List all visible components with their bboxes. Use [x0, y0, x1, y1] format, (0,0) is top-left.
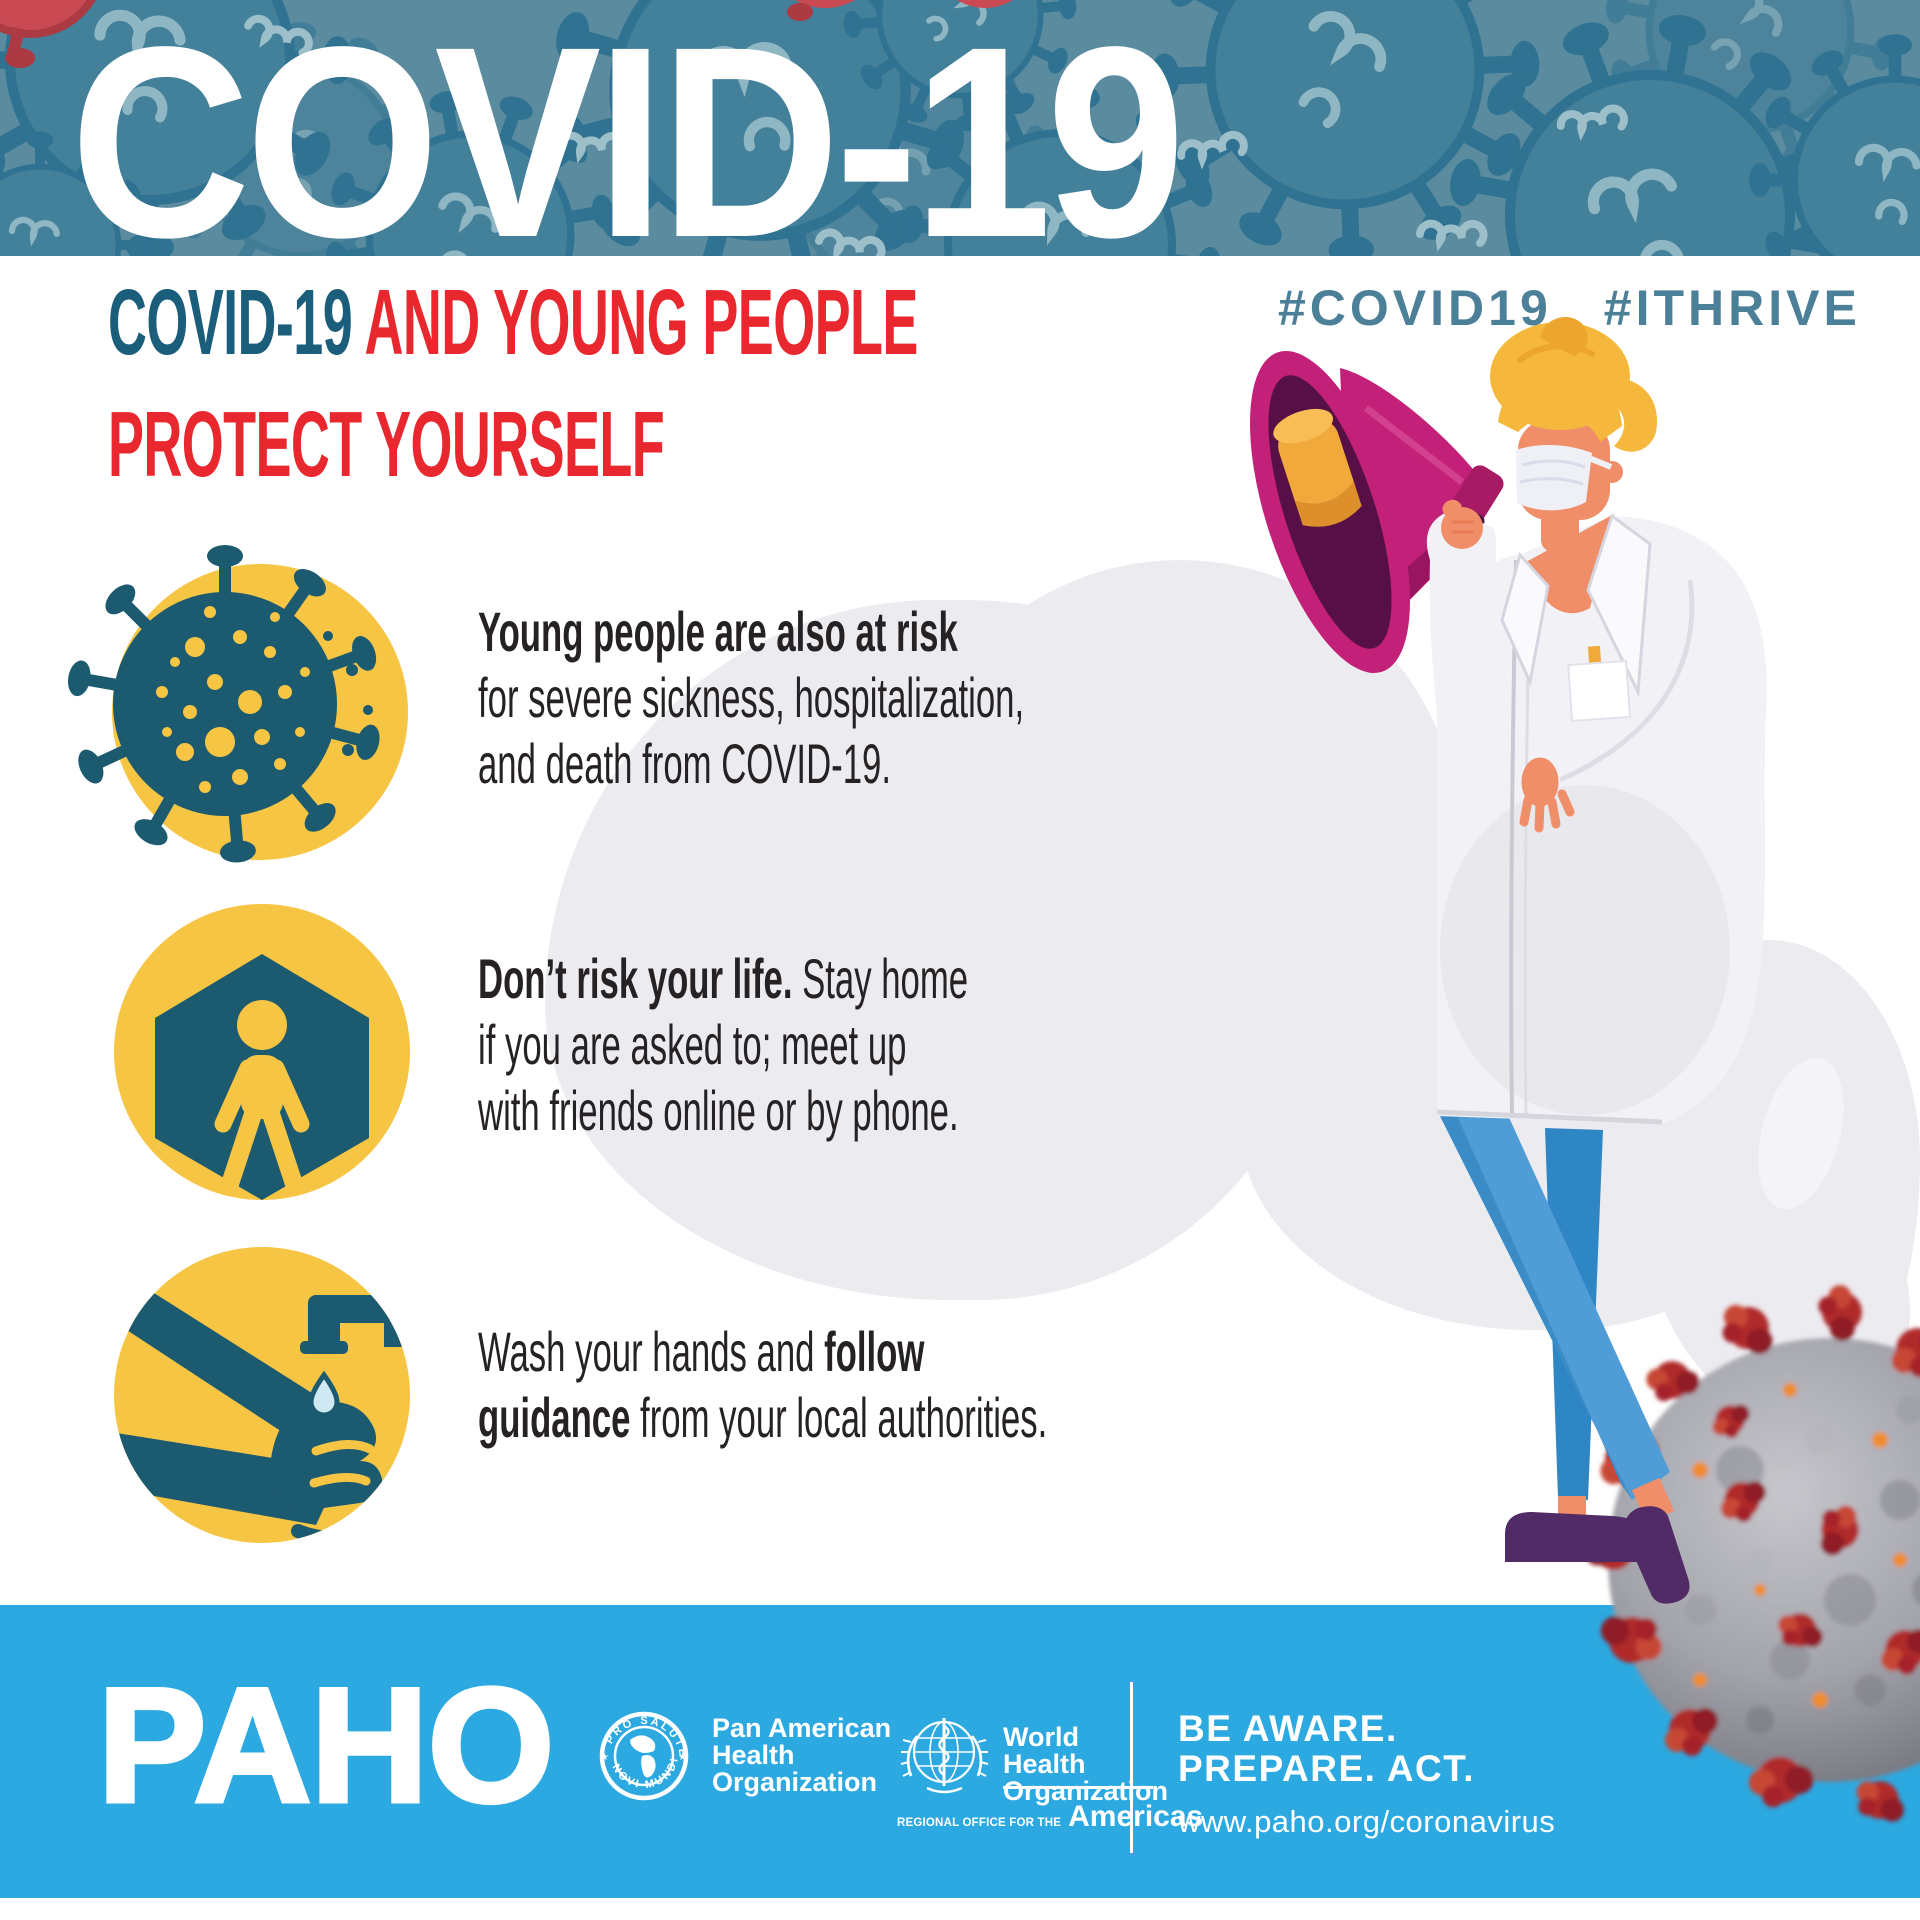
who-divider-line	[1003, 1786, 1153, 1789]
person-neck	[1541, 498, 1579, 552]
bullet-stay-home: Don’t risk your life. Stay home if you a…	[478, 946, 1172, 1144]
footer: PAHO PRO SALUTE NOVI MUNDI ★ ★ Pan Ameri…	[0, 1605, 1920, 1898]
background-blob	[1690, 1180, 1910, 1440]
bullet-line: Don’t risk your life. Stay home	[478, 947, 969, 1010]
who-regional-office-label: REGIONAL OFFICE FOR THE	[897, 1817, 1062, 1829]
paho-seal-logo: PRO SALUTE NOVI MUNDI ★ ★	[599, 1711, 689, 1801]
bullet-line: for severe sickness, hospitalization,	[478, 666, 1025, 729]
bullet-line: if you are asked to; meet up	[478, 1013, 907, 1076]
virus-icon	[67, 545, 408, 863]
person-chest	[1526, 514, 1614, 614]
megaphone-handle	[1446, 512, 1485, 585]
paho-wordmark: PAHO	[95, 1655, 556, 1836]
virus-pattern-banner	[0, 0, 1920, 256]
bullet-line: Young people are also at risk	[478, 600, 958, 663]
who-org-name: World Health Organization	[1003, 1722, 1169, 1806]
svg-text:★: ★	[600, 1752, 609, 1763]
bullet-line: Wash your hands and follow	[478, 1320, 925, 1383]
face-mask	[1516, 444, 1592, 511]
person-hand-grip	[1441, 499, 1483, 549]
footer-divider	[1130, 1682, 1133, 1853]
red-virus-fragment	[0, 0, 1013, 68]
bullet-line: with friends online or by phone.	[478, 1079, 959, 1142]
person-face	[1518, 420, 1610, 520]
footer-slogan: BE AWARE. PREPARE. ACT. www.paho.org/cor…	[1178, 1709, 1555, 1842]
shoe	[1505, 1512, 1649, 1562]
slogan-line2: PREPARE. ACT.	[1178, 1748, 1476, 1789]
bullet-wash-hands: Wash your hands and follow guidance from…	[478, 1319, 1172, 1451]
hashtags: #COVID19 #ITHRIVE	[1278, 279, 1861, 337]
who-americas-label: Americas	[1068, 1800, 1204, 1833]
person-hair	[1490, 316, 1658, 452]
badge	[1567, 645, 1632, 723]
bullet-line: and death from COVID-19.	[478, 732, 891, 795]
wash-hands-icon	[114, 1247, 410, 1543]
svg-text:★: ★	[678, 1752, 687, 1763]
shoe-kicking	[1624, 1506, 1690, 1604]
hashtag-ithrive: #ITHRIVE	[1603, 280, 1861, 336]
poster-title: COVID-19	[70, 0, 1186, 294]
hashtag-covid19: #COVID19	[1278, 280, 1552, 336]
bullet-line: guidance from your local authorities.	[478, 1386, 1048, 1449]
subtitle-line2: PROTECT YOURSELF	[108, 392, 665, 496]
subtitle-covid: COVID-19	[108, 270, 353, 374]
subtitle-line1: COVID-19 AND YOUNG PEOPLE	[108, 276, 918, 369]
paho-org-name: Pan American Health Organization	[712, 1713, 892, 1797]
footer-url: www.paho.org/coronavirus	[1178, 1804, 1556, 1839]
who-emblem-logo	[900, 1718, 989, 1794]
slogan-line1: BE AWARE.	[1178, 1708, 1398, 1749]
subtitle-young-people: AND YOUNG PEOPLE	[352, 270, 919, 374]
person-arm-raised	[1426, 510, 1497, 712]
stay-home-icon	[114, 904, 410, 1200]
bullet-at-risk: Young people are also at risk for severe…	[478, 599, 1172, 797]
person-hand-waist	[1519, 757, 1575, 833]
